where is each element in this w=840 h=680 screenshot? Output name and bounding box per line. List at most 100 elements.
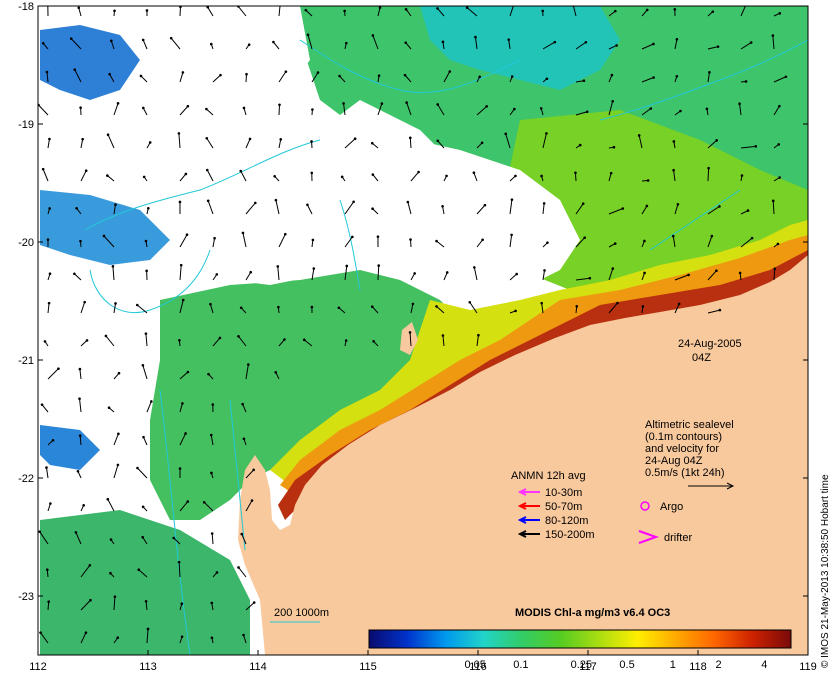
velocity-arrow xyxy=(245,601,256,611)
velocity-arrow xyxy=(245,499,254,512)
velocity-arrow xyxy=(113,9,116,17)
velocity-arrow xyxy=(306,33,313,50)
velocity-arrow xyxy=(210,471,214,479)
velocity-arrow xyxy=(107,406,115,413)
velocity-arrow xyxy=(106,174,115,182)
velocity-arrow xyxy=(740,6,746,17)
velocity-arrow xyxy=(212,236,216,248)
altimetry-line-5: 0.5m/s (1kt 24h) xyxy=(645,467,724,479)
colorbar-tick-label: 0.1 xyxy=(513,659,528,671)
velocity-arrow xyxy=(205,168,214,182)
velocity-arrow xyxy=(113,302,117,314)
velocity-arrow xyxy=(608,9,617,17)
velocity-arrow xyxy=(142,175,148,182)
velocity-arrow xyxy=(40,403,49,413)
mooring-legend-title: ANMN 12h avg xyxy=(511,470,586,482)
drifter-marker xyxy=(638,530,660,544)
velocity-arrow xyxy=(344,200,355,215)
velocity-arrow xyxy=(278,138,283,149)
mooring-arrow-head-icon xyxy=(517,488,527,496)
velocity-arrow xyxy=(476,141,484,149)
velocity-arrow xyxy=(80,137,84,149)
velocity-arrow xyxy=(242,633,247,644)
velocity-arrow xyxy=(410,302,415,314)
velocity-arrow xyxy=(109,538,115,545)
velocity-arrow xyxy=(106,497,115,512)
velocity-arrow xyxy=(273,174,280,182)
velocity-arrow xyxy=(472,171,478,182)
velocity-arrow xyxy=(144,239,148,248)
velocity-arrow xyxy=(179,263,183,281)
velocity-arrow xyxy=(504,132,511,149)
velocity-arrow xyxy=(80,169,88,182)
velocity-arrow xyxy=(344,235,354,248)
velocity-arrow xyxy=(608,207,625,215)
velocity-arrow xyxy=(41,41,49,50)
velocity-arrow xyxy=(476,238,484,248)
velocity-arrow xyxy=(337,306,346,314)
velocity-arrow xyxy=(436,139,445,149)
velocity-arrow xyxy=(641,107,653,116)
velocity-arrow xyxy=(372,340,379,347)
velocity-arrow xyxy=(740,80,748,83)
mooring-legend-label: 80-120m xyxy=(545,515,588,527)
velocity-arrow xyxy=(205,107,214,116)
cloud-west xyxy=(40,270,160,420)
velocity-arrow xyxy=(575,202,585,215)
velocity-arrow xyxy=(443,271,449,281)
velocity-arrow xyxy=(540,301,544,314)
velocity-arrow xyxy=(245,72,248,83)
velocity-arrow xyxy=(406,200,412,215)
velocity-arrow xyxy=(707,205,721,215)
x-axis: 112 113 114 115 116 117 118 119 xyxy=(29,650,817,673)
mooring-legend-label: 10-30m xyxy=(545,487,582,499)
velocity-arrow xyxy=(673,8,677,17)
velocity-arrow xyxy=(206,6,214,17)
velocity-arrow xyxy=(608,73,614,83)
velocity-arrow xyxy=(277,305,280,314)
velocity-arrow xyxy=(773,75,788,83)
velocity-arrow xyxy=(410,170,420,182)
time-label: 04Z xyxy=(692,352,711,364)
velocity-arrow xyxy=(77,6,82,17)
y-tick-label: -23 xyxy=(18,591,34,603)
velocity-arrow xyxy=(377,264,381,281)
velocity-arrow xyxy=(47,272,52,281)
velocity-arrow xyxy=(575,276,592,281)
velocity-arrow xyxy=(179,500,190,512)
velocity-arrow xyxy=(773,104,781,116)
velocity-arrow xyxy=(272,40,280,50)
velocity-arrow xyxy=(276,265,280,281)
velocity-arrow xyxy=(740,145,758,149)
velocity-arrow xyxy=(46,238,50,248)
mooring-legend-item: 150-200m xyxy=(517,529,595,541)
velocity-arrow xyxy=(136,466,148,479)
velocity-arrow xyxy=(111,265,115,281)
velocity-arrow xyxy=(179,71,185,83)
velocity-arrow xyxy=(178,200,182,215)
velocity-arrow xyxy=(80,503,85,512)
velocity-arrow xyxy=(179,298,185,314)
velocity-arrow xyxy=(371,173,379,182)
velocity-arrow xyxy=(707,45,720,50)
velocity-arrow xyxy=(641,271,646,281)
velocity-arrow xyxy=(178,338,181,347)
velocity-arrow xyxy=(371,207,379,215)
velocity-arrow xyxy=(310,140,313,149)
velocity-arrow xyxy=(74,531,82,545)
velocity-arrow xyxy=(707,139,718,149)
velocity-arrow xyxy=(106,133,115,149)
mooring-arrow-head-icon xyxy=(517,516,527,524)
velocity-arrow xyxy=(113,203,117,215)
mooring-legend-item: 10-30m xyxy=(517,487,582,499)
velocity-arrow xyxy=(641,8,649,17)
velocity-arrow xyxy=(773,12,782,17)
velocity-arrow xyxy=(672,168,676,182)
chl-patch-blue-west xyxy=(40,25,140,100)
velocity-arrow xyxy=(436,7,445,17)
velocity-arrow xyxy=(641,179,650,182)
velocity-arrow xyxy=(674,302,681,314)
velocity-arrow xyxy=(210,601,214,611)
colorbar-strip xyxy=(368,629,792,649)
